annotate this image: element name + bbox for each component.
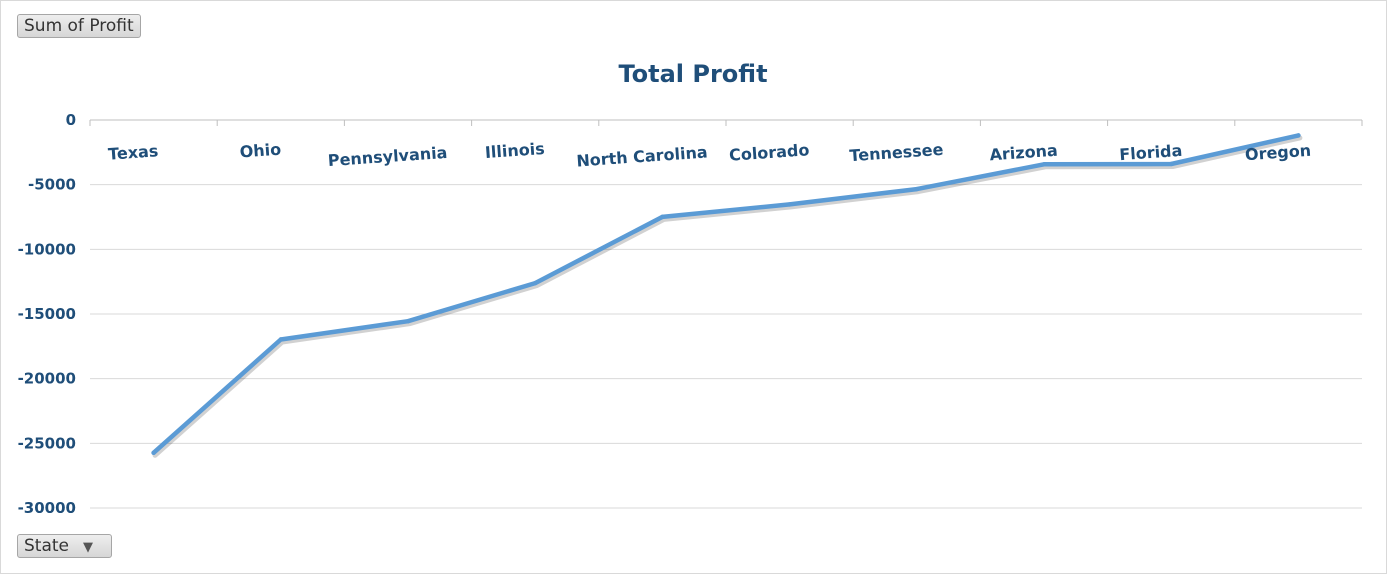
- x-tick-label: Florida: [1119, 141, 1183, 164]
- series-layer: [151, 133, 1303, 458]
- x-tick-label: Tennessee: [849, 140, 944, 166]
- data-point: [151, 450, 156, 455]
- y-tick-label: -5000: [28, 176, 76, 194]
- sum-of-profit-field-button[interactable]: Sum of Profit: [17, 14, 141, 38]
- data-point: [1296, 133, 1301, 138]
- y-tick-label: -10000: [18, 240, 76, 258]
- sum-of-profit-label: Sum of Profit: [24, 16, 134, 36]
- filter-icon[interactable]: ▼: [83, 540, 93, 555]
- gridlines: [90, 184, 1362, 509]
- y-axis-ticks: 0 -5000 -10000 -15000 -20000 -25000 -30000: [18, 111, 76, 517]
- chart-title: Total Profit: [618, 60, 767, 88]
- data-point: [1169, 161, 1174, 167]
- x-tick-label: Pennsylvania: [327, 143, 448, 170]
- x-tick-label: Ohio: [239, 140, 282, 162]
- y-tick-label: 0: [66, 111, 76, 129]
- y-tick-label: -20000: [18, 370, 76, 388]
- data-point: [914, 186, 919, 192]
- x-tick-label: Texas: [107, 141, 158, 163]
- data-point: [405, 319, 411, 324]
- x-tick-label: Colorado: [728, 140, 809, 165]
- x-tick-label: North Carolina: [576, 142, 708, 170]
- series-line-shadow: [152, 135, 1303, 458]
- state-field-button[interactable]: State ▼: [17, 534, 112, 558]
- data-point: [533, 280, 538, 286]
- data-point: [1041, 162, 1047, 167]
- data-point: [278, 337, 283, 342]
- x-tick-label: Illinois: [484, 139, 545, 162]
- x-axis: [89, 119, 1363, 126]
- series-line: [151, 133, 1301, 456]
- y-tick-label: -25000: [18, 434, 76, 452]
- data-point: [787, 202, 792, 207]
- data-point: [660, 214, 665, 220]
- x-tick-label: Arizona: [989, 141, 1058, 165]
- y-tick-label: -30000: [18, 499, 76, 517]
- x-tick-label: Oregon: [1244, 141, 1311, 165]
- y-tick-label: -15000: [18, 305, 76, 323]
- state-label: State: [24, 536, 69, 556]
